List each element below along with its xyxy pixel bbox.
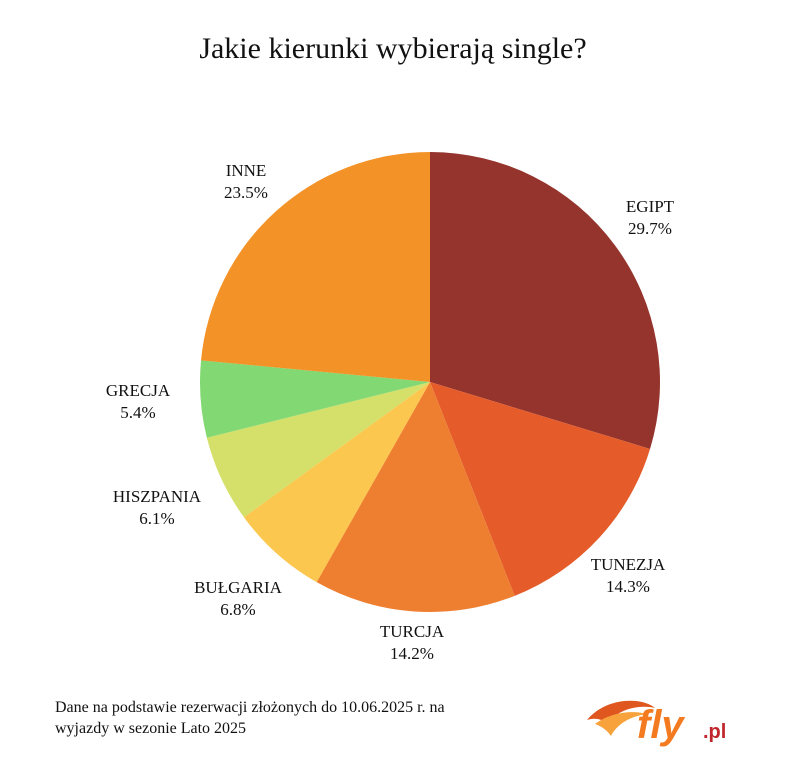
- pie-slice-tunezja: [430, 382, 651, 596]
- slice-label: EGIPT: [626, 197, 675, 216]
- footer-line-1: Dane na podstawie rezerwacji złożonych d…: [55, 699, 445, 716]
- pie-slice-hiszpania: [206, 382, 430, 518]
- pie-slice-grecja: [199, 360, 430, 438]
- slice-label: TURCJA: [380, 622, 445, 641]
- slice-value-label: 23.5%: [224, 183, 268, 202]
- slice-value-label: 6.1%: [139, 509, 174, 528]
- footer-note: Dane na podstawie rezerwacji złożonych d…: [55, 697, 595, 739]
- chart-title: Jakie kierunki wybierają single?: [199, 32, 587, 65]
- fly-logo[interactable]: fly .pl: [585, 690, 745, 750]
- slice-label: TUNEZJA: [591, 555, 666, 574]
- slice-value-label: 14.3%: [606, 577, 650, 596]
- slice-label: HISZPANIA: [113, 487, 202, 506]
- slice-value-label: 5.4%: [120, 403, 155, 422]
- slice-value-label: 6.8%: [220, 600, 255, 619]
- pie-slice-turcja: [316, 382, 515, 613]
- pie-slice-bułgaria: [243, 382, 430, 583]
- logo-text: fly: [637, 703, 685, 747]
- pie-slice-inne: [201, 152, 430, 382]
- slice-label: BUŁGARIA: [194, 578, 283, 597]
- slice-value-label: 14.2%: [390, 644, 434, 663]
- pie-slice-egipt: [430, 152, 660, 449]
- logo-suffix-text: .pl: [703, 721, 726, 743]
- logo-wing-icon: [587, 700, 655, 724]
- slice-label: INNE: [226, 161, 267, 180]
- slice-value-label: 29.7%: [628, 219, 672, 238]
- logo-wing-highlight-icon: [595, 712, 647, 736]
- slice-label: GRECJA: [106, 381, 171, 400]
- footer-line-2: wyjazdy w sezonie Lato 2025: [55, 720, 247, 737]
